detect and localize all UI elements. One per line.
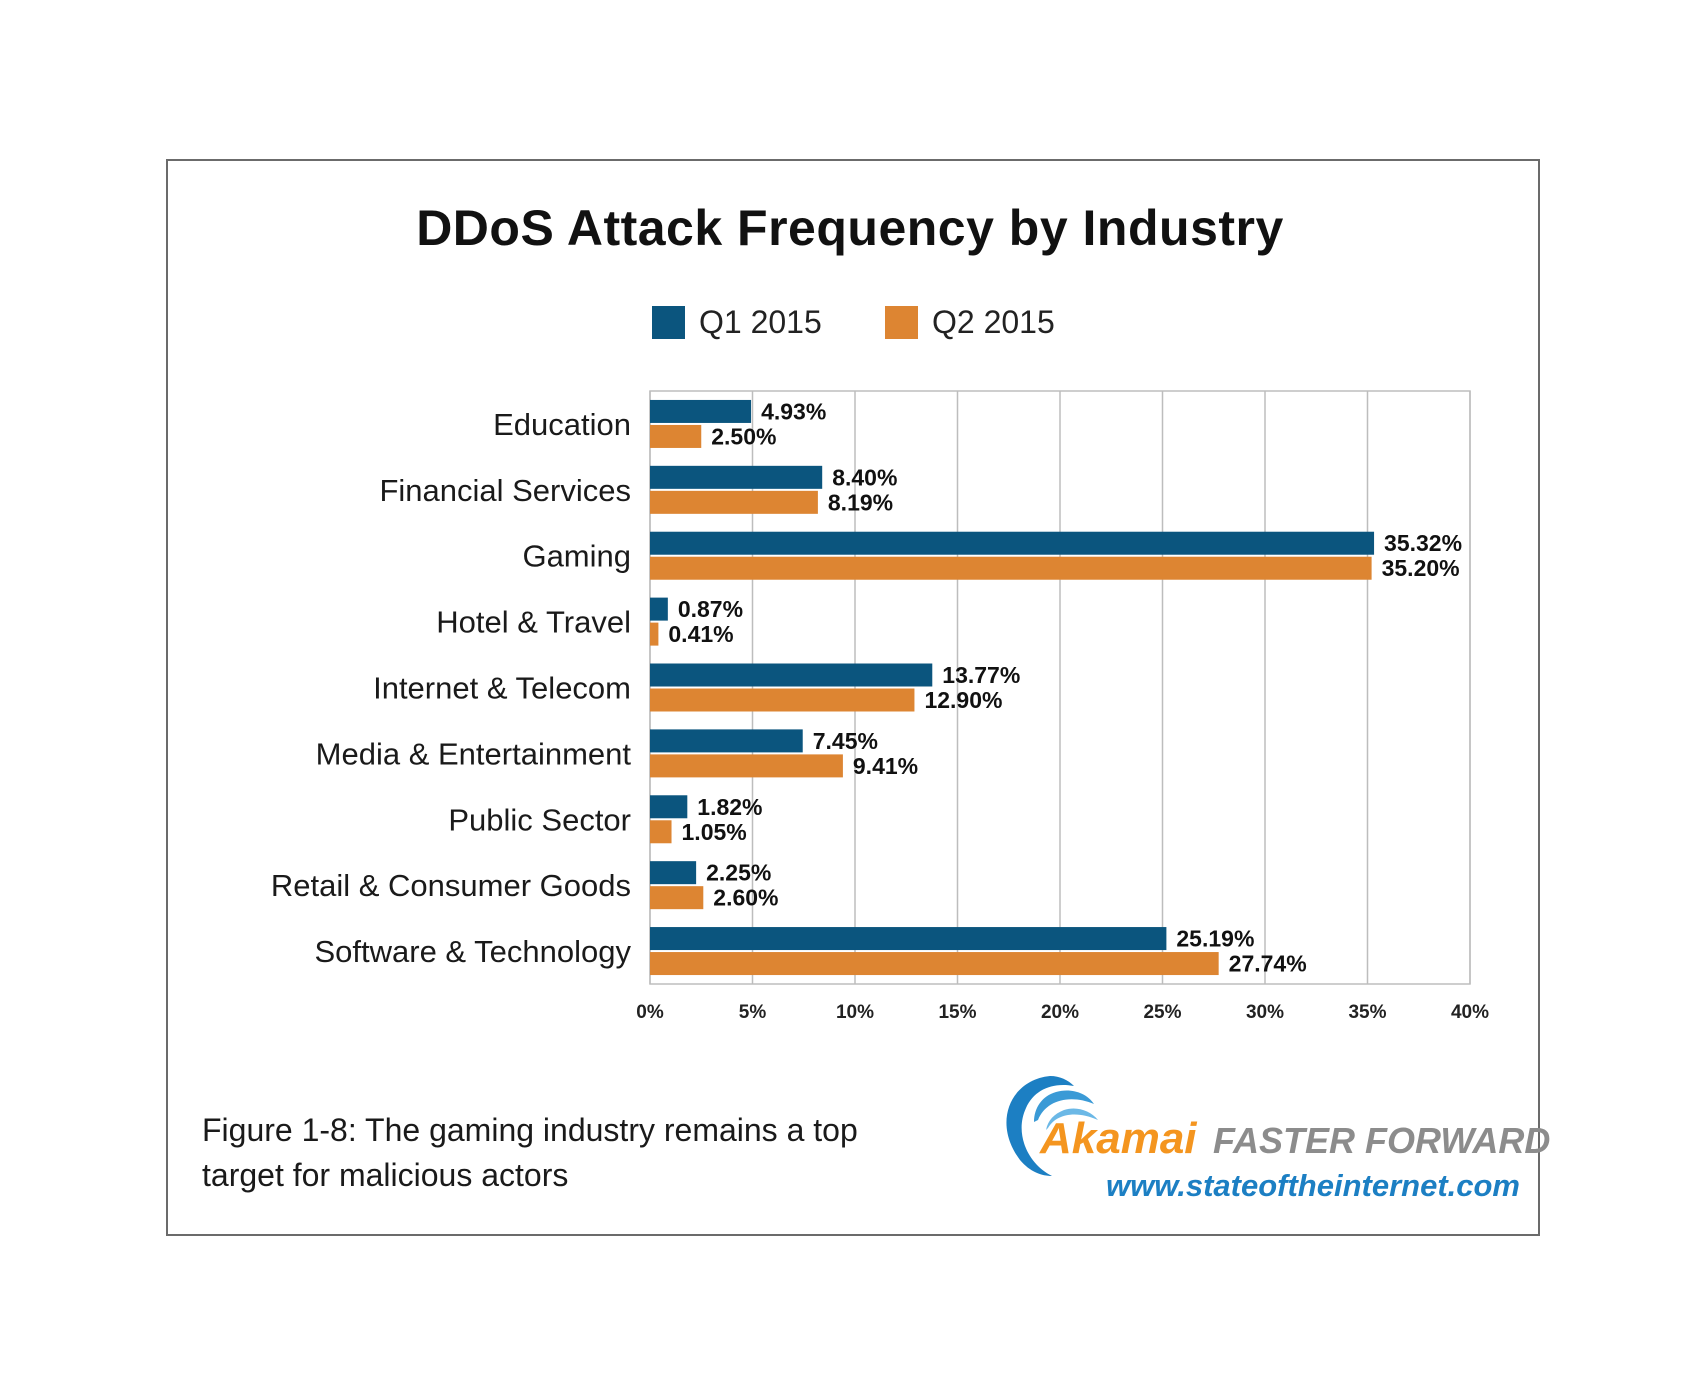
category-label: Public Sector — [448, 802, 631, 837]
akamai-wave-icon — [1006, 1076, 1098, 1176]
data-label: 4.93% — [761, 398, 826, 424]
bar-q2 — [650, 622, 659, 646]
figure-caption: Figure 1-8: The gaming industry remains … — [202, 1112, 858, 1193]
bar-q2 — [650, 688, 915, 712]
data-label: 13.77% — [942, 662, 1020, 688]
x-tick-label: 35% — [1348, 1002, 1386, 1023]
category-label: Gaming — [522, 539, 631, 574]
bar-q1 — [650, 861, 697, 885]
bar-q1 — [650, 795, 688, 819]
data-label: 7.45% — [813, 728, 878, 754]
legend-label-q1: Q1 2015 — [699, 303, 822, 340]
legend-item-q2: Q2 2015 — [885, 302, 1055, 342]
bar-q1 — [650, 729, 803, 753]
data-label: 1.05% — [682, 819, 747, 845]
x-tick-label: 40% — [1451, 1002, 1489, 1023]
x-tick-label: 20% — [1041, 1002, 1079, 1023]
legend-item-q1: Q1 2015 — [652, 302, 822, 342]
brand-name: Akamai — [1040, 1114, 1197, 1163]
bar-q2 — [650, 754, 843, 778]
category-label: Internet & Telecom — [373, 671, 631, 706]
legend-swatch-q2 — [885, 305, 918, 339]
chart-title: DDoS Attack Frequency by Industry — [416, 200, 1284, 256]
category-label: Financial Services — [379, 473, 631, 508]
data-label: 0.87% — [678, 596, 743, 622]
data-label: 0.41% — [668, 621, 733, 647]
bar-q1 — [650, 531, 1375, 555]
data-label: 2.50% — [711, 423, 776, 449]
category-label: Hotel & Travel — [436, 605, 631, 640]
category-label: Software & Technology — [314, 934, 631, 969]
chart-legend: Q1 2015 Q2 2015 — [0, 302, 1700, 342]
data-label: 2.25% — [706, 860, 771, 886]
bar-q1 — [650, 663, 933, 687]
x-tick-label: 30% — [1246, 1002, 1284, 1023]
bar-q1 — [650, 399, 752, 423]
legend-label-q2: Q2 2015 — [932, 303, 1055, 340]
brand-row: Akamai FASTER FORWARD — [1040, 1114, 1550, 1164]
bar-q2 — [650, 424, 702, 448]
bar-q1 — [650, 597, 668, 621]
category-label: Retail & Consumer Goods — [271, 868, 631, 903]
bar-q2 — [650, 556, 1372, 580]
data-label: 9.41% — [853, 753, 918, 779]
bar-q2 — [650, 820, 672, 844]
data-label: 12.90% — [924, 687, 1002, 713]
data-label: 35.32% — [1384, 530, 1462, 556]
bar-q1 — [650, 465, 823, 489]
data-label: 8.40% — [832, 464, 897, 490]
brand-tagline: FASTER FORWARD — [1213, 1120, 1551, 1161]
x-tick-label: 5% — [739, 1002, 767, 1023]
data-label: 1.82% — [697, 794, 762, 820]
akamai-logo: Akamai FASTER FORWARD www.stateoftheinte… — [990, 1068, 1550, 1203]
bar-q2 — [650, 952, 1219, 976]
category-label: Education — [493, 407, 631, 442]
bar-q1 — [650, 927, 1167, 951]
category-label: Media & Entertainment — [316, 736, 632, 771]
x-tick-label: 0% — [636, 1002, 664, 1023]
legend-swatch-q1 — [652, 305, 685, 339]
bar-q2 — [650, 490, 818, 514]
brand-url[interactable]: www.stateoftheinternet.com — [1106, 1168, 1520, 1203]
bar-q2 — [650, 886, 704, 910]
data-label: 25.19% — [1176, 926, 1254, 952]
data-label: 27.74% — [1229, 951, 1307, 977]
data-label: 2.60% — [713, 885, 778, 911]
x-tick-label: 25% — [1143, 1002, 1181, 1023]
data-label: 35.20% — [1382, 555, 1460, 581]
x-tick-label: 10% — [836, 1002, 874, 1023]
x-tick-label: 15% — [938, 1002, 976, 1023]
data-label: 8.19% — [828, 489, 893, 515]
